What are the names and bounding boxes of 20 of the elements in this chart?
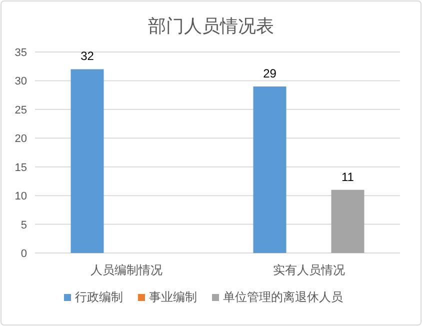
y-tick-label: 5 (20, 219, 27, 232)
legend-label: 行政编制 (75, 290, 123, 304)
y-tick-label: 10 (14, 190, 27, 203)
y-tick-label: 35 (14, 47, 27, 59)
bar (331, 190, 364, 253)
x-tick-label: 实有人员情况 (272, 263, 345, 277)
legend-label: 单位管理的离退休人员 (223, 290, 343, 304)
y-tick-label: 25 (14, 104, 27, 116)
y-tick-label: 20 (14, 133, 27, 146)
bar (70, 69, 104, 253)
data-label: 11 (342, 170, 354, 184)
data-label: 32 (80, 49, 94, 64)
y-tick-label: 15 (14, 162, 27, 174)
chart-title: 部门人员情况表 (148, 16, 274, 36)
x-tick-label: 人员编制情况 (90, 263, 162, 277)
y-tick-label: 30 (14, 76, 27, 88)
bar (253, 86, 286, 253)
legend-label: 事业编制 (149, 290, 197, 304)
y-tick-label: 0 (20, 248, 27, 260)
data-label: 29 (263, 66, 277, 80)
